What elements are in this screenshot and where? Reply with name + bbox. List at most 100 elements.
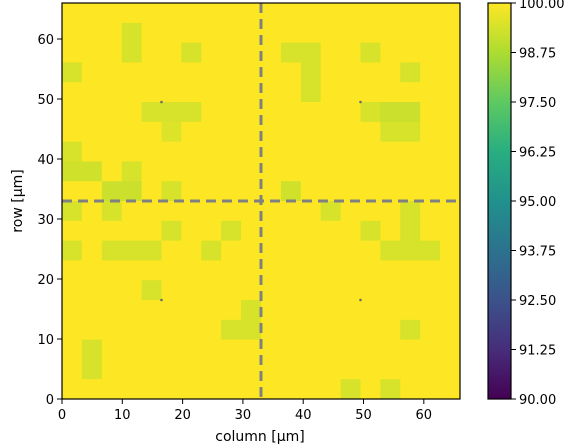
heatmap-cell	[360, 300, 381, 321]
heatmap-cell	[81, 220, 103, 241]
heatmap-cell	[440, 240, 461, 261]
y-axis-label: row [µm]	[10, 169, 26, 232]
heatmap-cell	[360, 201, 381, 222]
heatmap-cell	[300, 141, 322, 162]
heatmap-cell	[201, 319, 222, 340]
heatmap-cell	[280, 220, 302, 241]
heatmap-cell	[101, 62, 123, 83]
heatmap-cell	[121, 379, 142, 400]
heatmap-cell	[380, 260, 401, 281]
heatmap-cell	[62, 82, 83, 103]
heatmap-cell	[420, 280, 441, 301]
heatmap-cell	[400, 339, 421, 360]
heatmap-cell	[121, 300, 142, 321]
heatmap-cell	[340, 319, 361, 340]
heatmap-cell	[380, 280, 401, 301]
heatmap-cell	[161, 201, 182, 222]
heatmap-cell	[400, 319, 421, 340]
heatmap-cell	[161, 141, 182, 162]
heatmap-cell	[241, 3, 262, 24]
heatmap-cell	[141, 379, 162, 400]
heatmap-cell	[161, 319, 182, 340]
heatmap-cell	[221, 102, 242, 123]
heatmap-cell	[300, 300, 322, 321]
heatmap-cell	[101, 319, 123, 340]
heatmap-cell	[360, 379, 381, 400]
heatmap-cell	[62, 42, 83, 63]
heatmap-cell	[141, 102, 162, 123]
heatmap-cell	[420, 359, 441, 380]
heatmap-cell	[161, 82, 182, 103]
heatmap-cell	[221, 141, 242, 162]
heatmap-cell	[340, 220, 361, 241]
colorbar-tick-label: 91.25	[519, 344, 556, 359]
heatmap-cell	[161, 300, 182, 321]
heatmap-cell	[161, 62, 182, 83]
heatmap-cell	[400, 260, 421, 281]
heatmap-cell	[380, 181, 401, 202]
heatmap-cell	[380, 220, 401, 241]
heatmap-cell	[81, 3, 103, 24]
heatmap-cell	[380, 161, 401, 182]
plot-frame	[61, 2, 461, 400]
heatmap-cell	[440, 181, 461, 202]
heatmap-cell	[261, 22, 282, 43]
heatmap-cell	[241, 121, 262, 142]
heatmap-cell	[241, 102, 262, 123]
heatmap-cell	[101, 82, 123, 103]
colorbar-tick-label: 92.50	[519, 294, 556, 309]
heatmap-cell	[440, 141, 461, 162]
defect-mark	[359, 298, 362, 302]
heatmap-cell	[320, 201, 341, 222]
heatmap-cell	[141, 121, 162, 142]
heatmap-cell	[141, 42, 162, 63]
heatmap-cell	[320, 82, 341, 103]
heatmap-cell	[440, 22, 461, 43]
heatmap-cell	[380, 141, 401, 162]
heatmap-cell	[81, 141, 103, 162]
heatmap-cell	[400, 300, 421, 321]
heatmap-cell	[261, 280, 282, 301]
heatmap-cell	[261, 359, 282, 380]
x-tick-label: 10	[114, 408, 131, 423]
heatmap-cell	[141, 220, 162, 241]
heatmap-cell	[261, 300, 282, 321]
heatmap-plot-area	[61, 2, 461, 400]
heatmap-cell	[360, 22, 381, 43]
heatmap-cell	[181, 3, 202, 24]
heatmap-cell	[241, 220, 262, 241]
heatmap-cell	[121, 280, 142, 301]
heatmap-cell	[320, 379, 341, 400]
heatmap-cell	[81, 62, 103, 83]
heatmap-cell	[161, 181, 182, 202]
heatmap-cell	[62, 181, 83, 202]
heatmap-cell	[201, 3, 222, 24]
heatmap-cell	[81, 42, 103, 63]
heatmap-cell	[221, 42, 242, 63]
x-tick-label: 60	[416, 408, 433, 423]
heatmap-cell	[201, 62, 222, 83]
heatmap-cell	[241, 161, 262, 182]
heatmap-cell	[360, 359, 381, 380]
heatmap-cell	[360, 82, 381, 103]
heatmap-cell	[101, 379, 123, 400]
heatmap-cell	[420, 141, 441, 162]
heatmap-cell	[261, 42, 282, 63]
heatmap-cell	[161, 359, 182, 380]
heatmap-cell	[101, 102, 123, 123]
heatmap-cell	[280, 339, 302, 360]
heatmap-cell	[380, 62, 401, 83]
heatmap-cell	[400, 42, 421, 63]
heatmap-cell	[101, 181, 123, 202]
heatmap-cell	[141, 141, 162, 162]
heatmap-cell	[420, 220, 441, 241]
heatmap-cell	[400, 359, 421, 380]
heatmap-cell	[101, 300, 123, 321]
heatmap-cell	[360, 240, 381, 261]
heatmap-cell	[340, 300, 361, 321]
heatmap-cell	[181, 260, 202, 281]
heatmap-cell	[221, 82, 242, 103]
heatmap-cell	[181, 300, 202, 321]
heatmap-cell	[340, 22, 361, 43]
heatmap-cell	[261, 181, 282, 202]
